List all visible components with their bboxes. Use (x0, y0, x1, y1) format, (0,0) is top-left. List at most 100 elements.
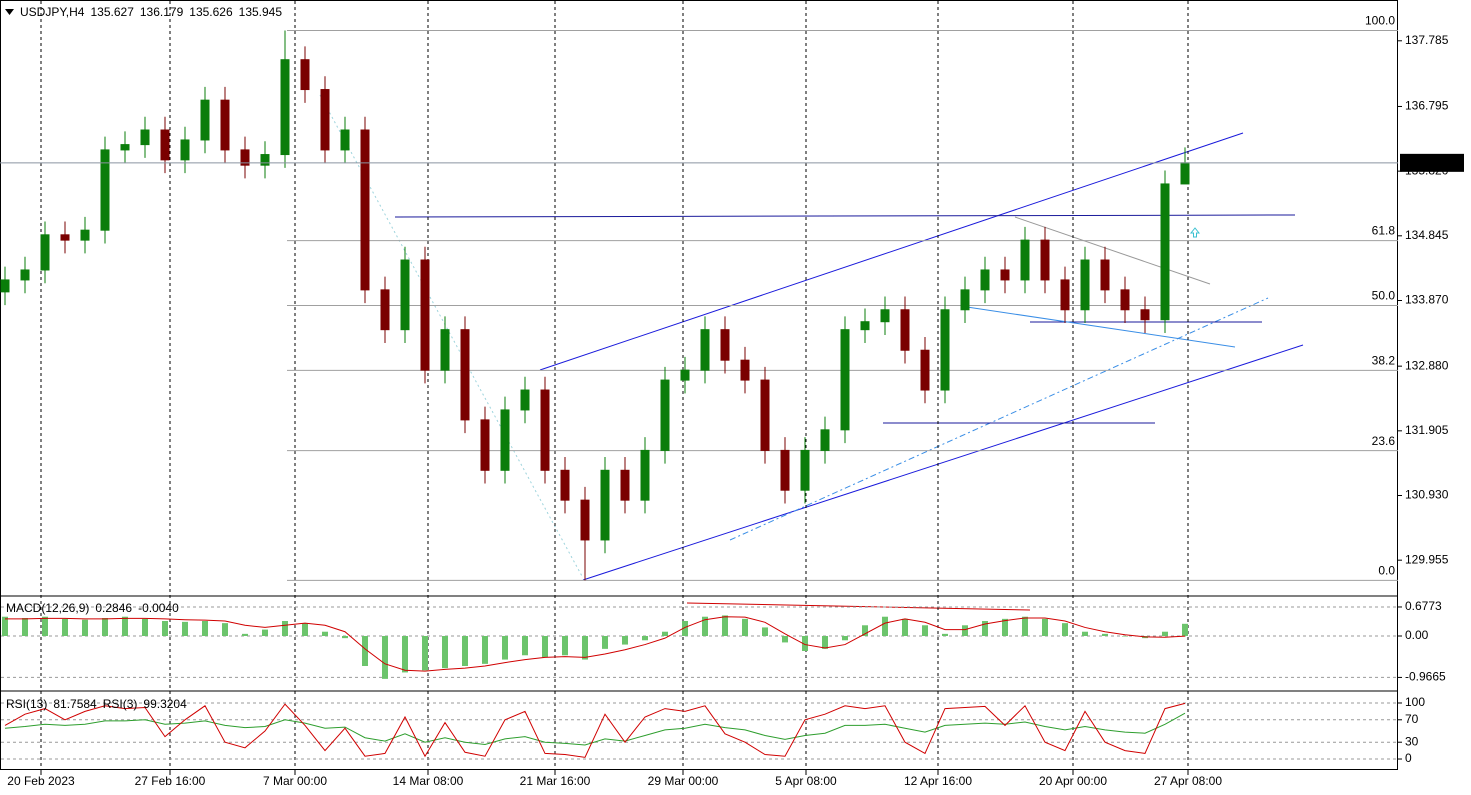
candle-body (0, 279, 10, 293)
candle-body (440, 329, 450, 371)
candle-body (340, 129, 350, 151)
candle-body (580, 499, 590, 541)
macd-bar (142, 618, 148, 636)
y-tick-label: 131.905 (1405, 423, 1449, 437)
header-low: 135.626 (189, 5, 233, 19)
x-tick-label: 12 Apr 16:00 (904, 774, 972, 788)
candle-body (260, 154, 270, 166)
candle-body (1040, 239, 1050, 281)
fib-label: 61.8 (1372, 224, 1396, 238)
rsi-line (4, 702, 1186, 758)
price-box (1400, 153, 1464, 172)
y-tick-label: 133.870 (1405, 293, 1449, 307)
price-box-label: 135.945 (1405, 155, 1449, 169)
macd-bar (762, 627, 768, 636)
candle-body (700, 329, 710, 371)
macd-bar (322, 631, 328, 636)
signal-value: -0.0040 (138, 601, 179, 615)
channel-upper (539, 132, 1244, 371)
macd-bar (342, 636, 348, 639)
fib-label: 23.6 (1372, 434, 1396, 448)
candle-body (400, 259, 410, 331)
candle-body (860, 321, 870, 331)
x-tick-label: 21 Mar 16:00 (520, 774, 591, 788)
candle-body (120, 144, 130, 151)
macd-bar (862, 625, 868, 636)
macd-bar (1022, 616, 1028, 636)
macd-bar (782, 636, 788, 643)
x-tick-label: 27 Apr 08:00 (1154, 774, 1222, 788)
candle-body (680, 369, 690, 381)
macd-bar (902, 618, 908, 636)
candle-body (840, 329, 850, 431)
macd-bar (1002, 618, 1008, 636)
macd-bar (602, 636, 608, 649)
macd-bar (482, 636, 488, 664)
symbol-label: USDJPY,H4 (20, 5, 85, 19)
macd-bar (402, 636, 408, 673)
macd-bar (842, 636, 848, 641)
macd-bar (1182, 623, 1188, 636)
candle-body (20, 269, 30, 281)
candle-body (240, 149, 250, 166)
series-value: 99.3204 (143, 697, 187, 711)
macd-bar (1162, 631, 1168, 636)
candle-body (100, 149, 110, 231)
macd-bar (282, 621, 288, 636)
candle-body (1020, 239, 1030, 281)
fib-label: 0.0 (1378, 564, 1395, 578)
macd-bar (1, 616, 8, 636)
candle-body (480, 419, 490, 471)
candle-body (1000, 269, 1010, 281)
y-tick-label: 134.845 (1405, 228, 1449, 242)
macd-bar (882, 616, 888, 636)
macd-bar (242, 633, 248, 636)
header-open: 135.627 (90, 5, 134, 19)
macd-bar (62, 618, 68, 636)
macd-bar (502, 636, 508, 660)
macd-bar (102, 618, 108, 636)
x-tick-label: 5 Apr 08:00 (775, 774, 837, 788)
candle-body (500, 409, 510, 471)
candle-body (1080, 259, 1090, 311)
macd-bar (462, 636, 468, 666)
candle-body (960, 289, 970, 311)
candle-body (300, 59, 310, 91)
macd-bar (262, 629, 268, 636)
macd-bar (742, 618, 748, 636)
macd-bar (1102, 633, 1108, 636)
macd-bar (22, 618, 28, 636)
candle-body (980, 269, 990, 291)
candle-body (420, 259, 430, 371)
y-tick-label: 0 (1405, 751, 1412, 765)
candle-body (360, 129, 370, 291)
macd-bar (662, 631, 668, 636)
candle-body (1180, 162, 1190, 185)
candle-body (220, 99, 230, 151)
candle-body (640, 449, 650, 501)
candle-body (80, 229, 90, 241)
macd-bar (802, 636, 808, 651)
x-tick-label: 29 Mar 00:00 (648, 774, 719, 788)
candle-body (920, 349, 930, 391)
candle-body (200, 99, 210, 141)
series-value: 81.7584 (53, 697, 97, 711)
candle-body (140, 129, 150, 146)
fib-label: 100.0 (1365, 14, 1395, 28)
macd-bar (362, 636, 368, 666)
macd-bar (302, 623, 308, 636)
rsi-line (4, 712, 1186, 746)
candle-body (720, 329, 730, 361)
macd-bar (822, 636, 828, 649)
header-triangle (5, 9, 14, 15)
candle-body (180, 139, 190, 161)
macd-bar (162, 621, 168, 636)
macd-bar (642, 636, 648, 641)
header-high: 136.179 (140, 5, 184, 19)
macd-bar (1122, 636, 1128, 637)
candle-body (60, 234, 70, 241)
y-tick-label: 70 (1405, 712, 1419, 726)
candle-body (380, 289, 390, 331)
candle-body (600, 469, 610, 541)
candle-body (940, 309, 950, 391)
